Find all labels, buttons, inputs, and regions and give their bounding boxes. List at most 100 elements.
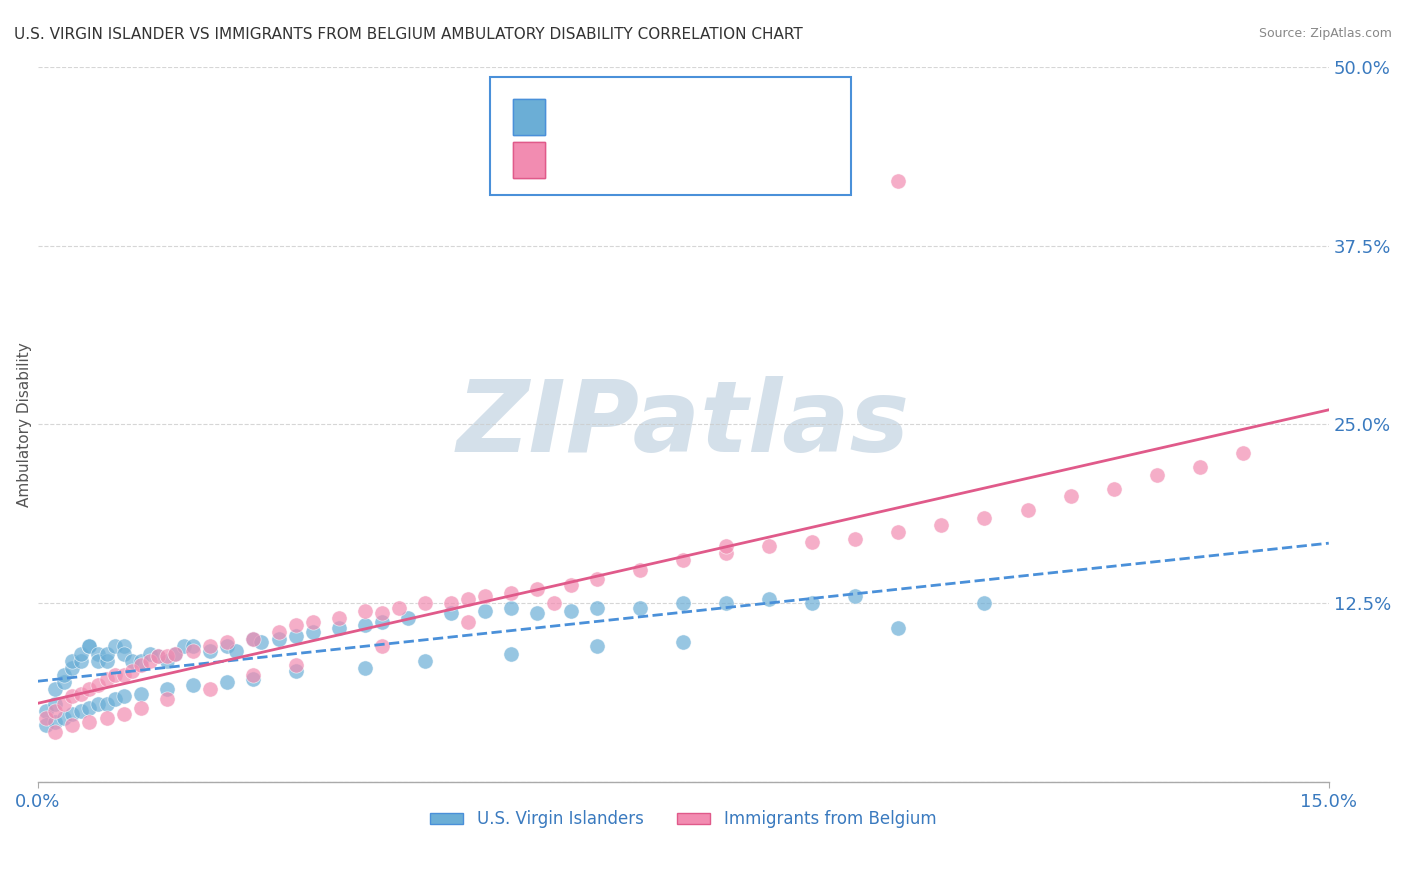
Point (215, 640, 238, 654)
Point (112, 647, 135, 661)
Point (148, 649, 170, 664)
Point (526, 582, 548, 596)
Point (44, 682, 66, 697)
Point (844, 532, 866, 546)
Point (225, 643, 247, 657)
Point (35, 711, 58, 725)
Point (112, 690, 135, 704)
Point (586, 572, 609, 586)
Point (371, 607, 394, 621)
Point (801, 596, 824, 610)
Point (242, 632, 264, 647)
Point (129, 701, 152, 715)
Point (129, 687, 152, 701)
Point (284, 629, 307, 643)
Point (353, 603, 375, 617)
Text: R = 0.243: R = 0.243 (554, 108, 652, 126)
Point (104, 640, 127, 654)
Point (526, 607, 548, 621)
Point (672, 553, 695, 567)
Point (716, 546, 738, 560)
Point (887, 174, 910, 188)
Y-axis label: Ambulatory Disability: Ambulatory Disability (17, 343, 32, 507)
Point (716, 596, 738, 610)
Point (672, 596, 695, 610)
Legend: U.S. Virgin Islanders, Immigrants from Belgium: U.S. Virgin Islanders, Immigrants from B… (423, 804, 943, 835)
Point (1102, 482, 1125, 496)
Point (887, 524, 910, 539)
Point (129, 654, 152, 668)
Point (267, 625, 290, 640)
Point (129, 657, 152, 672)
Point (60, 661, 83, 675)
FancyBboxPatch shape (489, 78, 851, 195)
Point (52, 711, 75, 725)
Point (353, 618, 375, 632)
Point (35, 718, 58, 732)
Point (96, 673, 118, 687)
Point (1146, 467, 1168, 482)
Point (501, 647, 523, 661)
Point (328, 621, 350, 635)
Point (560, 603, 582, 617)
Text: N = 65: N = 65 (703, 151, 770, 169)
Point (973, 596, 995, 610)
Point (413, 596, 436, 610)
Point (69, 704, 91, 718)
Point (79, 640, 101, 654)
Point (1017, 503, 1039, 517)
Point (328, 611, 350, 625)
Point (371, 615, 394, 629)
Point (156, 692, 179, 706)
Point (121, 664, 143, 678)
Point (672, 635, 695, 649)
Point (215, 635, 238, 649)
Point (52, 675, 75, 690)
Text: U.S. VIRGIN ISLANDER VS IMMIGRANTS FROM BELGIUM AMBULATORY DISABILITY CORRELATIO: U.S. VIRGIN ISLANDER VS IMMIGRANTS FROM … (14, 27, 803, 42)
Text: N = 73: N = 73 (703, 108, 770, 126)
Point (96, 647, 118, 661)
Point (543, 596, 565, 610)
Point (302, 615, 325, 629)
Point (44, 704, 66, 718)
Point (1188, 460, 1211, 475)
Point (148, 649, 170, 664)
Point (112, 668, 135, 682)
Point (121, 654, 143, 668)
Point (396, 611, 419, 625)
Point (87, 647, 110, 661)
Point (302, 625, 325, 640)
Point (87, 654, 110, 668)
Point (250, 635, 273, 649)
Point (60, 718, 83, 732)
Point (96, 711, 118, 725)
Point (284, 657, 307, 672)
Point (501, 600, 523, 615)
Point (1232, 446, 1254, 460)
Point (198, 643, 221, 657)
Point (156, 682, 179, 697)
Point (52, 668, 75, 682)
Point (887, 621, 910, 635)
Point (371, 640, 394, 654)
Point (242, 632, 264, 647)
Point (181, 640, 204, 654)
Point (413, 654, 436, 668)
Point (215, 675, 238, 690)
FancyBboxPatch shape (513, 99, 546, 135)
Point (104, 692, 127, 706)
Point (931, 517, 953, 532)
Point (69, 687, 91, 701)
Point (440, 607, 463, 621)
Text: R = 0.582: R = 0.582 (554, 151, 652, 169)
Point (156, 649, 179, 664)
Point (560, 578, 582, 592)
Point (104, 668, 127, 682)
Point (60, 654, 83, 668)
Point (181, 678, 204, 692)
Point (79, 640, 101, 654)
Point (284, 664, 307, 678)
Point (353, 661, 375, 675)
FancyBboxPatch shape (513, 142, 546, 178)
Point (165, 647, 187, 661)
